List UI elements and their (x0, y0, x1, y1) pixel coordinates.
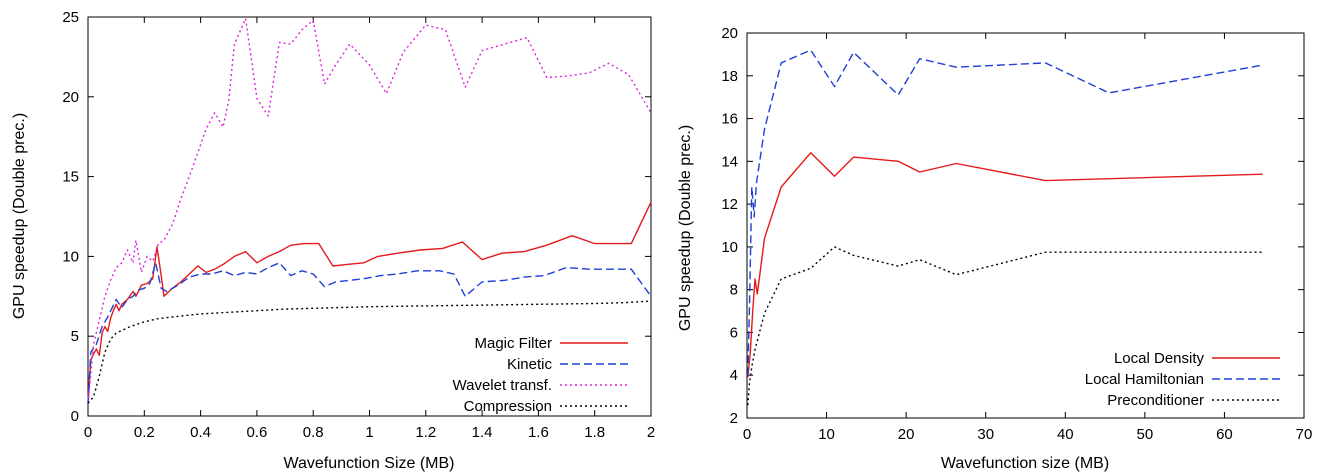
y-axis-ticks: 2 4 6 8 10 12 14 16 18 20 (721, 25, 1304, 427)
x-tick-label: 40 (1057, 426, 1074, 443)
y-tick-label: 2 (730, 410, 738, 427)
x-tick-label: 20 (898, 426, 915, 443)
chart-left: 0 0.2 0.4 0.6 0.8 1 1.2 1.4 1.6 1.8 2 0 5 10 15 20 25 M… (11, 9, 655, 472)
x-axis-label: Wavefunction size (MB) (941, 455, 1109, 472)
x-tick-label: 0.2 (134, 424, 155, 441)
series-layer (747, 49, 1263, 406)
x-tick-label: 1.6 (528, 424, 549, 441)
x-tick-label: 0.8 (303, 424, 324, 441)
x-tick-label: 1 (365, 424, 373, 441)
x-tick-label: 10 (818, 426, 835, 443)
y-tick-label: 15 (62, 169, 79, 186)
y-axis-ticks: 0 5 10 15 20 25 (62, 9, 651, 425)
y-tick-label: 18 (721, 68, 738, 85)
series-line-kinetic (87, 262, 652, 404)
legend-label: Kinetic (507, 356, 553, 373)
legend-label: Magic Filter (474, 335, 552, 352)
x-axis-label: Wavefunction Size (MB) (283, 455, 454, 472)
y-axis-label: GPU speedup (Double prec.) (677, 125, 694, 331)
x-tick-label: 0.4 (190, 424, 211, 441)
x-tick-label: 30 (977, 426, 994, 443)
y-tick-label: 14 (721, 153, 738, 170)
legend-label: Local Density (1114, 350, 1205, 367)
series-line-local-density (747, 152, 1263, 378)
y-tick-label: 8 (730, 282, 738, 299)
series-line-preconditioner (747, 246, 1263, 406)
series-line-wavelet-transf (87, 17, 652, 404)
x-tick-label: 0.6 (246, 424, 267, 441)
y-tick-label: 6 (730, 324, 738, 341)
x-tick-label: 60 (1216, 426, 1233, 443)
series-line-compression (87, 300, 652, 404)
y-axis-label: GPU speedup (Double prec.) (11, 113, 28, 319)
y-tick-label: 10 (721, 239, 738, 256)
plot-frame (746, 32, 1305, 419)
legend-label: Compression (464, 398, 552, 415)
y-tick-label: 4 (730, 367, 738, 384)
x-axis-ticks: 0 10 20 30 40 50 60 70 (743, 33, 1313, 443)
y-tick-label: 0 (71, 408, 79, 425)
legend-label: Preconditioner (1107, 392, 1204, 409)
x-tick-label: 1.8 (584, 424, 605, 441)
x-tick-label: 0 (743, 426, 751, 443)
y-tick-label: 20 (62, 89, 79, 106)
series-layer (87, 17, 652, 404)
legend-label: Local Hamiltonian (1085, 371, 1204, 388)
x-tick-label: 1.4 (472, 424, 493, 441)
plot-frame (87, 16, 652, 417)
x-axis-ticks: 0 0.2 0.4 0.6 0.8 1 1.2 1.4 1.6 1.8 2 (84, 17, 655, 441)
y-tick-label: 16 (721, 111, 738, 128)
series-line-local-hamiltonian (747, 49, 1263, 376)
x-tick-label: 1.2 (415, 424, 436, 441)
y-tick-label: 25 (62, 9, 79, 26)
y-tick-label: 20 (721, 25, 738, 42)
chart-right: 0 10 20 30 40 50 60 70 2 4 6 8 10 12 14 16 18 20 Local D… (677, 25, 1312, 472)
series-line-magic-filter (87, 201, 652, 404)
y-tick-label: 5 (71, 328, 79, 345)
y-tick-label: 12 (721, 196, 738, 213)
y-tick-label: 10 (62, 248, 79, 265)
legend-label: Wavelet transf. (453, 377, 552, 394)
legend: Magic Filter Kinetic Wavelet transf. Compre… (453, 335, 628, 415)
x-tick-label: 70 (1296, 426, 1313, 443)
x-tick-label: 0 (84, 424, 92, 441)
x-tick-label: 50 (1137, 426, 1154, 443)
legend: Local Density Local Hamiltonian Preconditi… (1085, 350, 1280, 409)
x-tick-label: 2 (647, 424, 655, 441)
